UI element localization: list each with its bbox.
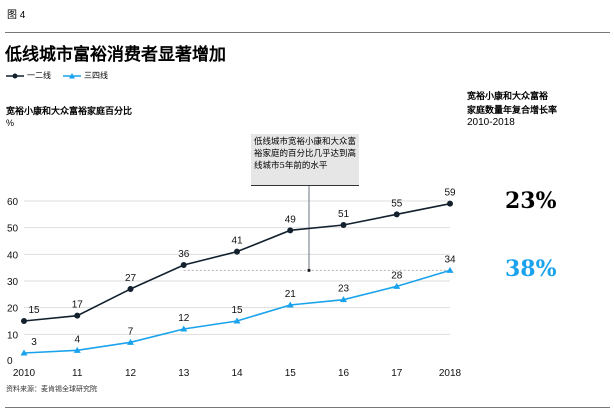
data-point (180, 325, 188, 332)
y-tick-label: 60 (7, 197, 19, 208)
data-point (393, 211, 400, 218)
x-tick-label: 2010 (13, 368, 36, 379)
legend: 一二线 三四线 (6, 70, 108, 81)
data-point (446, 266, 454, 273)
data-label: 15 (231, 305, 243, 316)
x-tick-label: 12 (125, 368, 137, 379)
figure-label: 图 4 (7, 10, 26, 21)
data-label: 17 (72, 300, 84, 311)
data-label: 3 (31, 337, 37, 348)
cagr-value-tier12: 23% (505, 188, 557, 214)
y-axis-unit: % (6, 118, 15, 128)
cagr-value-tier34: 38% (505, 256, 557, 282)
data-label: 7 (128, 326, 134, 337)
cagr-label-line2: 家庭数量年复合增长率 (467, 106, 558, 116)
x-tick-label: 13 (178, 368, 190, 379)
data-point (287, 227, 294, 234)
data-label: 12 (178, 313, 190, 324)
data-label: 15 (28, 305, 40, 316)
data-point (127, 286, 134, 292)
data-point (180, 262, 187, 268)
data-label: 23 (338, 284, 350, 295)
x-tick-label: 11 (72, 368, 83, 379)
x-tick-label: 14 (231, 368, 243, 379)
data-point (340, 222, 347, 228)
data-point (233, 317, 241, 324)
x-tick-label: 16 (338, 368, 350, 379)
x-tick-label: 2018 (439, 368, 462, 379)
legend-item-tier34: 三四线 (63, 70, 108, 81)
bottom-divider (5, 407, 610, 408)
data-point (73, 346, 81, 353)
data-label: 41 (231, 236, 243, 247)
legend-item-tier12: 一二线 (6, 70, 51, 81)
y-tick-label: 10 (7, 330, 19, 341)
chart-title: 低线城市富裕消费者显著增加 (5, 45, 226, 65)
cagr-label-line1: 宽裕小康和大众富裕 (467, 92, 549, 102)
source-note: 资料来源：麦肯锡全球研究院 (6, 386, 97, 393)
data-label: 55 (391, 198, 403, 209)
data-label: 51 (338, 209, 350, 220)
annotation-callout: 低线城市宽裕小康和大众富裕家庭的百分比几乎达到高线城市5年前的水平 (251, 134, 359, 186)
data-point (20, 349, 28, 356)
annotation-dot (307, 268, 311, 272)
data-point (447, 200, 453, 207)
data-label: 27 (125, 273, 137, 284)
data-label: 36 (178, 249, 190, 260)
legend-label: 一二线 (27, 71, 51, 80)
legend-label: 三四线 (84, 71, 108, 80)
data-point (21, 318, 27, 324)
data-point (127, 338, 134, 345)
y-tick-label: 30 (7, 277, 19, 288)
data-point (234, 248, 240, 255)
y-tick-label: 40 (7, 250, 19, 261)
data-point (393, 282, 401, 289)
x-tick-label: 17 (391, 368, 403, 379)
y-tick-label: 20 (7, 304, 19, 315)
y-tick-label: 0 (7, 356, 13, 367)
y-tick-label: 50 (7, 224, 19, 235)
data-point (286, 301, 294, 308)
series-line-tier12 (23, 202, 451, 322)
cagr-period: 2010-2018 (467, 117, 515, 128)
data-label: 59 (444, 188, 456, 199)
data-label: 49 (285, 214, 297, 225)
x-tick-label: 15 (285, 368, 297, 379)
data-label: 21 (285, 289, 297, 300)
y-axis-label: 宽裕小康和大众富裕家庭百分比 (6, 107, 133, 117)
data-label: 28 (391, 270, 403, 281)
cagr-label: 宽裕小康和大众富裕 家庭数量年复合增长率 (467, 90, 557, 118)
data-label: 34 (444, 254, 456, 265)
data-point (74, 312, 81, 319)
data-point (340, 296, 347, 303)
data-label: 4 (74, 334, 80, 345)
top-divider (5, 32, 610, 33)
